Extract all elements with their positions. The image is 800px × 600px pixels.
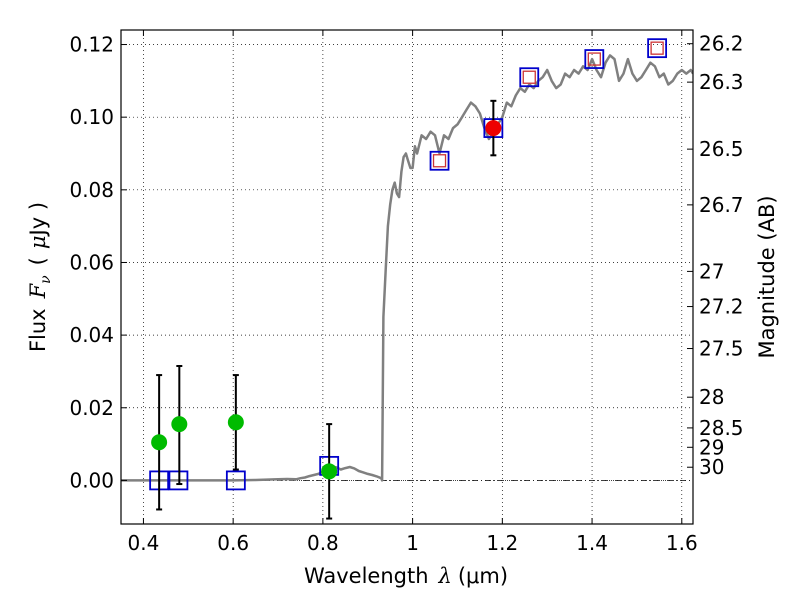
magnitude-tick-label: 27.5 xyxy=(699,337,744,361)
model-band-square xyxy=(584,49,605,69)
observed-flux-point xyxy=(321,463,338,480)
magnitude-tick-label: 26.2 xyxy=(699,32,744,56)
band-inner-square xyxy=(522,70,536,84)
observed-flux-point xyxy=(227,414,244,431)
y-axis-label-text: Flux xyxy=(26,308,50,352)
magnitude-tick-label: 27.2 xyxy=(699,295,744,319)
observed-flux-point xyxy=(151,434,168,451)
y-tick-label: 0.06 xyxy=(69,250,114,274)
model-band-square xyxy=(519,67,540,88)
x-tick-label: 0.8 xyxy=(307,531,339,555)
plot-frame xyxy=(120,29,694,525)
magnitude-tick-label: 26.7 xyxy=(699,193,744,217)
y-axis-label-unit-rest: Jy ) xyxy=(26,202,50,238)
x-tick-label: 0.6 xyxy=(217,531,249,555)
observed-flux-point xyxy=(171,416,188,433)
model-band-square xyxy=(225,470,246,491)
y-tick-label: 0.00 xyxy=(69,468,114,492)
magnitude-axis-label: Magnitude (AB) xyxy=(755,195,779,358)
band-inner-square xyxy=(432,154,447,168)
magnitude-tick-label: 26.5 xyxy=(699,137,744,161)
x-axis-label-text: Wavelength xyxy=(304,564,429,588)
magnitude-tick-label: 27 xyxy=(699,259,724,283)
magnitude-tick-label: 28.5 xyxy=(699,416,744,440)
magnitude-tick-label: 29 xyxy=(699,435,724,459)
y-tick-label: 0.02 xyxy=(69,396,114,420)
band-inner-square xyxy=(650,41,664,55)
y-tick-label: 0.04 xyxy=(69,323,114,347)
x-tick-label: 1.4 xyxy=(576,531,608,555)
magnitude-tick-label: 28 xyxy=(699,385,724,409)
model-band-square xyxy=(647,38,668,59)
x-axis-label-unit: (μm) xyxy=(458,564,508,588)
y-axis-label-unit-mu: μ xyxy=(26,235,50,249)
y-axis-label-symbol: F xyxy=(26,282,50,299)
x-axis-label: Wavelength λ (μm) xyxy=(304,564,508,588)
y-tick-label: 0.08 xyxy=(69,178,114,202)
y-axis-label-subscript: ν xyxy=(38,275,54,284)
x-axis-label-symbol: λ xyxy=(438,564,452,588)
y-axis-label-unit-open: ( xyxy=(26,257,50,265)
ticks: 0.4 0.6 0.8 1 1.2 1.4 1.6 0.00 0.02 0.04 0.06 0.08 0… xyxy=(69,30,744,555)
grid xyxy=(121,30,693,524)
x-tick-label: 1.2 xyxy=(486,531,518,555)
y-axis-label: Flux Fν ( μJy ) xyxy=(26,202,54,352)
x-tick-label: 1 xyxy=(406,531,419,555)
y-tick-label: 0.10 xyxy=(69,105,114,129)
observed-flux-point xyxy=(485,120,502,137)
model-band-square xyxy=(429,150,450,171)
y-tick-label: 0.12 xyxy=(69,33,114,57)
band-inner-square xyxy=(587,52,601,66)
x-tick-label: 1.6 xyxy=(666,531,698,555)
x-tick-label: 0.4 xyxy=(128,531,160,555)
magnitude-tick-label: 30 xyxy=(699,455,724,479)
marker-layer xyxy=(149,38,668,520)
magnitude-tick-label: 26.3 xyxy=(699,70,744,94)
